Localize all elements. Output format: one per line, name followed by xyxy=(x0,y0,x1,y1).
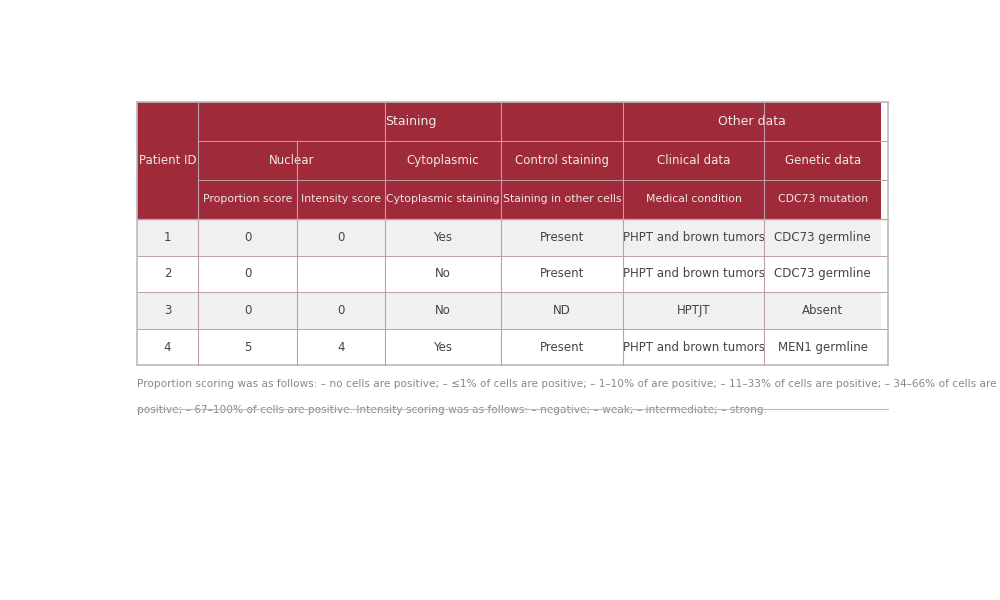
Bar xyxy=(623,256,764,292)
Text: 4: 4 xyxy=(337,341,345,353)
Text: MEN1 germline: MEN1 germline xyxy=(778,341,868,353)
Bar xyxy=(297,256,385,292)
Bar xyxy=(623,329,764,365)
Text: Yes: Yes xyxy=(433,341,452,353)
Bar xyxy=(198,292,297,329)
Text: 0: 0 xyxy=(244,231,252,244)
Bar xyxy=(623,180,764,219)
Text: Absent: Absent xyxy=(802,304,843,317)
Text: PHPT and brown tumors: PHPT and brown tumors xyxy=(623,231,765,244)
Text: Staining in other cells: Staining in other cells xyxy=(503,194,621,205)
Bar xyxy=(198,256,297,292)
Bar xyxy=(501,292,623,329)
Text: Genetic data: Genetic data xyxy=(785,154,861,167)
Text: 1: 1 xyxy=(164,231,171,244)
Bar xyxy=(501,141,623,180)
Text: HPTJT: HPTJT xyxy=(677,304,710,317)
Bar xyxy=(297,180,385,219)
Bar xyxy=(501,256,623,292)
Text: CDC73 germline: CDC73 germline xyxy=(774,231,871,244)
Bar xyxy=(297,329,385,365)
Text: Staining: Staining xyxy=(385,115,436,128)
Bar xyxy=(198,180,297,219)
Text: Present: Present xyxy=(540,341,584,353)
Bar xyxy=(764,329,881,365)
Bar xyxy=(297,292,385,329)
Text: 0: 0 xyxy=(337,304,345,317)
Text: Proportion score: Proportion score xyxy=(203,194,293,205)
Bar xyxy=(501,329,623,365)
Bar xyxy=(198,141,385,180)
Text: Cytoplasmic: Cytoplasmic xyxy=(407,154,479,167)
Bar xyxy=(385,329,501,365)
Text: CDC73 germline: CDC73 germline xyxy=(774,268,871,280)
Bar xyxy=(764,256,881,292)
Text: Intensity score: Intensity score xyxy=(301,194,381,205)
Text: Medical condition: Medical condition xyxy=(646,194,742,205)
Text: 2: 2 xyxy=(164,268,171,280)
Bar xyxy=(764,141,881,180)
Bar xyxy=(764,180,881,219)
Text: PHPT and brown tumors: PHPT and brown tumors xyxy=(623,268,765,280)
Bar xyxy=(198,102,623,141)
Text: 3: 3 xyxy=(164,304,171,317)
Bar xyxy=(137,102,198,219)
Bar xyxy=(623,141,764,180)
Text: No: No xyxy=(435,268,451,280)
Bar xyxy=(198,219,297,256)
Bar xyxy=(137,219,198,256)
Bar xyxy=(385,256,501,292)
Text: No: No xyxy=(435,304,451,317)
Text: 0: 0 xyxy=(244,304,252,317)
Text: Cytoplasmic staining: Cytoplasmic staining xyxy=(386,194,500,205)
Bar xyxy=(623,102,881,141)
Bar xyxy=(137,256,198,292)
Text: CDC73 mutation: CDC73 mutation xyxy=(778,194,868,205)
Bar xyxy=(501,219,623,256)
Text: Nuclear: Nuclear xyxy=(269,154,314,167)
Text: Yes: Yes xyxy=(433,231,452,244)
Bar xyxy=(623,292,764,329)
Text: 0: 0 xyxy=(244,268,252,280)
Bar xyxy=(764,292,881,329)
Text: Present: Present xyxy=(540,268,584,280)
Text: Clinical data: Clinical data xyxy=(657,154,730,167)
Text: Proportion scoring was as follows: – no cells are positive; – ≤1% of cells are p: Proportion scoring was as follows: – no … xyxy=(137,379,996,389)
Text: Patient ID: Patient ID xyxy=(139,154,196,167)
Bar xyxy=(137,292,198,329)
Bar xyxy=(764,219,881,256)
Text: 0: 0 xyxy=(337,231,345,244)
Bar xyxy=(501,180,623,219)
Bar xyxy=(137,102,198,141)
Bar xyxy=(385,219,501,256)
Text: Control staining: Control staining xyxy=(515,154,609,167)
Bar xyxy=(385,141,501,180)
Text: Other data: Other data xyxy=(718,115,786,128)
Text: Present: Present xyxy=(540,231,584,244)
Bar xyxy=(297,219,385,256)
Bar xyxy=(198,329,297,365)
Text: PHPT and brown tumors: PHPT and brown tumors xyxy=(623,341,765,353)
Bar xyxy=(137,329,198,365)
Bar xyxy=(385,180,501,219)
Text: 4: 4 xyxy=(164,341,171,353)
Bar xyxy=(385,292,501,329)
Text: ND: ND xyxy=(553,304,571,317)
Text: 5: 5 xyxy=(244,341,252,353)
Text: positive; – 67–100% of cells are positive. Intensity scoring was as follows: – n: positive; – 67–100% of cells are positiv… xyxy=(137,404,767,415)
Bar xyxy=(623,219,764,256)
